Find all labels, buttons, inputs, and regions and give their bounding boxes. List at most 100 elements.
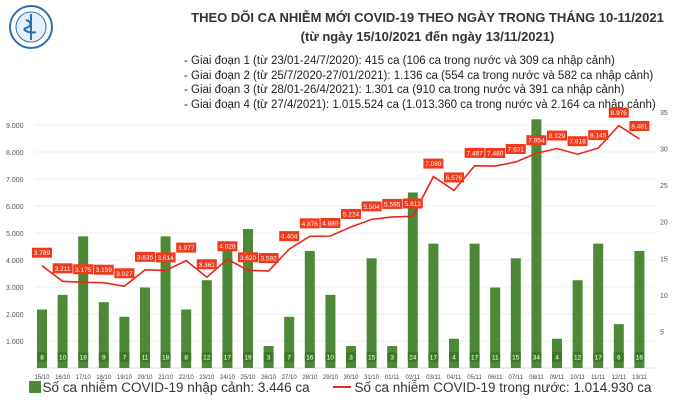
- x-tick-label: 16/10: [55, 375, 71, 380]
- bar-label: 10: [59, 355, 67, 362]
- bar-label: 16: [306, 355, 314, 362]
- x-tick-label: 22/10: [179, 375, 195, 380]
- x-tick-label: 03/11: [426, 375, 441, 380]
- line-label-box: [505, 143, 526, 154]
- left-tick-label: 3.000: [6, 285, 24, 292]
- line-label: 3.614: [157, 255, 174, 262]
- legend-line: Số ca nhiễm COVID-19 trong nước: 1.014.9…: [333, 380, 651, 395]
- x-tick-label: 20/10: [137, 375, 153, 380]
- bar-label-box: [304, 352, 315, 362]
- x-tick-label: 09/11: [550, 375, 565, 380]
- bar-label-box: [469, 352, 480, 362]
- x-tick-label: 25/10: [240, 375, 256, 380]
- x-tick-label: 18/10: [96, 375, 112, 380]
- bar-label: 18: [80, 355, 88, 362]
- line-label-box: [526, 135, 547, 146]
- bar-label-box: [181, 352, 192, 362]
- bar: [119, 316, 130, 368]
- bar: [284, 316, 295, 368]
- bar-label: 15: [368, 355, 376, 362]
- x-tick-label: 17/10: [76, 375, 92, 380]
- bar-label: 17: [430, 355, 438, 362]
- left-tick-label: 7.000: [6, 177, 24, 184]
- note: - Giai đoạn 2 (từ 25/7/2020-27/01/2021):…: [184, 69, 654, 82]
- right-tick-label: 25: [660, 183, 668, 190]
- bar-label-box: [119, 352, 130, 362]
- bar-label: 3: [349, 355, 353, 362]
- bar-label-box: [428, 352, 439, 362]
- bar-label: 34: [533, 355, 541, 362]
- left-tick-label: 9.000: [6, 123, 24, 130]
- x-tick-label: 05/11: [467, 375, 482, 380]
- bar: [160, 236, 171, 368]
- line-label-box: [238, 252, 258, 263]
- legend-bar: Số ca nhiễm COVID-19 nhập cảnh: 3.446 ca: [28, 380, 310, 395]
- line-label: 3.789: [34, 250, 51, 257]
- x-tick-label: 04/11: [447, 375, 462, 380]
- line-label: 4.404: [281, 234, 298, 241]
- bar: [613, 324, 624, 368]
- line-label-box: [93, 264, 114, 275]
- line-label: 6.576: [446, 175, 463, 182]
- line-label-box: [279, 231, 300, 242]
- line-label-box: [608, 107, 629, 118]
- bar-label-box: [634, 352, 645, 362]
- line-label: 5.595: [384, 201, 401, 208]
- bar-label-box: [366, 352, 377, 362]
- bar-label-box: [449, 352, 459, 362]
- bar-label-box: [510, 352, 521, 362]
- bar: [593, 243, 604, 368]
- line-label: 8.976: [611, 110, 628, 117]
- x-tick-label: 28/10: [302, 375, 318, 380]
- bar-label-box: [387, 352, 398, 362]
- bar-label-box: [346, 352, 356, 362]
- bar: [325, 294, 336, 368]
- bar-label-box: [407, 352, 418, 362]
- bar: [222, 243, 233, 368]
- right-tick-label: 35: [660, 110, 668, 117]
- bar-label: 3: [390, 355, 394, 362]
- bar-label: 12: [203, 355, 211, 362]
- line-label-box: [320, 217, 341, 228]
- line-label: 7.480: [487, 151, 504, 158]
- bar-label: 3: [267, 355, 271, 362]
- ministry-logo: [8, 4, 54, 55]
- bar: [510, 258, 521, 368]
- right-tick-label: 5: [660, 329, 664, 336]
- bar-label: 4: [452, 355, 456, 362]
- line-label: 3.620: [240, 255, 257, 262]
- bar: [490, 287, 501, 368]
- bar-label-box: [78, 352, 89, 362]
- bar-label-box: [140, 352, 150, 362]
- right-tick-label: 30: [660, 147, 668, 154]
- left-tick-label: 6.000: [6, 204, 24, 211]
- bar: [140, 287, 150, 368]
- bar-label: 7: [287, 355, 291, 362]
- bar-label-box: [490, 352, 501, 362]
- x-tick-label: 29/10: [323, 375, 339, 380]
- line-label-box: [299, 218, 320, 229]
- bar: [78, 236, 89, 368]
- bar-label-box: [98, 352, 109, 362]
- note: - Giai đoạn 1 (từ 23/01-24/7/2020): 415 …: [184, 55, 615, 67]
- line-label: 7.954: [528, 138, 545, 145]
- line-label: 8.481: [631, 124, 648, 131]
- bar-label-box: [531, 352, 542, 362]
- line-label-box: [32, 247, 52, 258]
- line-label: 3.027: [116, 271, 133, 278]
- bar: [181, 309, 192, 368]
- bar: [201, 280, 212, 368]
- bar-label: 6: [617, 355, 621, 362]
- bar-label: 8: [184, 355, 188, 362]
- bar-label: 11: [492, 355, 499, 362]
- line-label: 3.175: [75, 267, 92, 274]
- line-label-box: [176, 242, 197, 253]
- x-tick-label: 11/11: [591, 375, 606, 380]
- bar-label: 10: [327, 355, 335, 362]
- line-label: 7.631: [508, 146, 525, 153]
- legend-bar-label: Số ca nhiễm COVID-19 nhập cảnh: 3.446 ca: [42, 380, 310, 395]
- line-label: 3.977: [178, 245, 195, 252]
- left-tick-label: 5.000: [6, 231, 24, 238]
- bar-label: 12: [574, 355, 582, 362]
- x-tick-label: 06/11: [488, 375, 503, 380]
